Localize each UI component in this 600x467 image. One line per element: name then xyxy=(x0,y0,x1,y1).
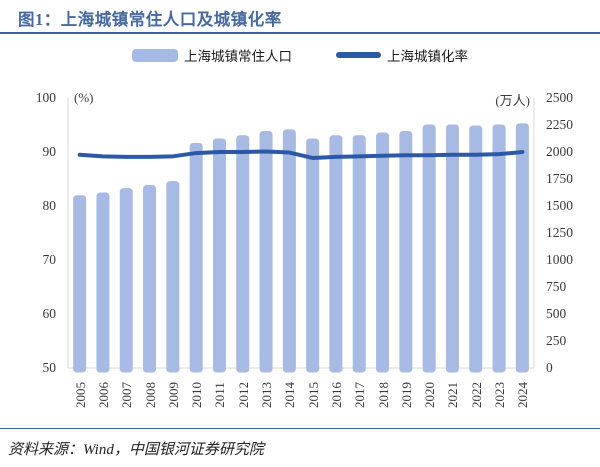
x-label-2016: 2016 xyxy=(328,382,344,408)
x-label-2006: 2006 xyxy=(95,382,111,408)
right-tick-1500: 1500 xyxy=(546,198,573,213)
bar-2005 xyxy=(73,195,87,373)
footer-divider xyxy=(0,428,600,429)
bar-2013 xyxy=(259,130,273,373)
bar-2015 xyxy=(306,138,320,373)
x-label-2020: 2020 xyxy=(422,382,438,408)
x-label-2005: 2005 xyxy=(72,382,88,408)
right-tick-1750: 1750 xyxy=(546,171,573,186)
figure-title: 图1：上海城镇常住人口及城镇化率 xyxy=(18,10,282,29)
x-label-2018: 2018 xyxy=(375,382,391,408)
chart-legend: 上海城镇常住人口 上海城镇化率 xyxy=(0,44,600,66)
x-label-2014: 2014 xyxy=(282,382,298,408)
right-tick-0: 0 xyxy=(546,360,553,375)
bar-2017 xyxy=(352,135,366,373)
x-label-2015: 2015 xyxy=(305,382,321,408)
x-label-2008: 2008 xyxy=(142,382,158,408)
left-axis-unit: (%) xyxy=(74,90,94,105)
left-tick-70: 70 xyxy=(42,252,57,267)
bar-2018 xyxy=(376,132,390,373)
right-tick-500: 500 xyxy=(546,306,567,321)
right-tick-1250: 1250 xyxy=(546,225,573,240)
x-label-2013: 2013 xyxy=(259,382,275,408)
bar-2011 xyxy=(212,138,226,373)
left-tick-100: 100 xyxy=(35,90,56,105)
right-tick-1000: 1000 xyxy=(546,252,573,267)
x-label-2009: 2009 xyxy=(165,382,181,408)
bar-2008 xyxy=(143,184,157,373)
left-tick-90: 90 xyxy=(42,144,57,159)
right-tick-2000: 2000 xyxy=(546,144,573,159)
left-tick-50: 50 xyxy=(42,360,57,375)
bar-2006 xyxy=(96,192,110,373)
x-label-2011: 2011 xyxy=(212,382,228,408)
legend-item-rate: 上海城镇化率 xyxy=(336,45,468,65)
bar-2014 xyxy=(282,129,296,373)
bar-2016 xyxy=(329,135,343,373)
left-tick-60: 60 xyxy=(42,306,57,321)
x-label-2019: 2019 xyxy=(398,382,414,408)
x-label-2024: 2024 xyxy=(515,382,531,408)
bar-2023 xyxy=(492,124,506,373)
legend-item-population: 上海城镇常住人口 xyxy=(132,45,292,65)
x-label-2012: 2012 xyxy=(235,382,251,408)
right-axis-unit: (万人) xyxy=(495,93,530,108)
right-tick-2250: 2250 xyxy=(546,117,573,132)
bar-2020 xyxy=(422,124,436,373)
right-tick-250: 250 xyxy=(546,333,567,348)
x-label-2021: 2021 xyxy=(445,382,461,408)
x-label-2010: 2010 xyxy=(189,382,205,408)
right-tick-750: 750 xyxy=(546,279,567,294)
bar-2010 xyxy=(189,142,203,373)
bar-2019 xyxy=(399,130,413,373)
source-note: 资料来源：Wind，中国银河证券研究院 xyxy=(8,442,264,458)
bar-2009 xyxy=(166,181,180,373)
bar-2024 xyxy=(515,123,529,373)
x-label-2022: 2022 xyxy=(468,382,484,408)
x-label-2017: 2017 xyxy=(352,382,368,408)
legend-line-label: 上海城镇化率 xyxy=(387,49,468,64)
right-tick-2500: 2500 xyxy=(546,90,573,105)
bar-2007 xyxy=(119,188,133,373)
legend-bar-label: 上海城镇常住人口 xyxy=(184,49,292,64)
urbanization-rate-line xyxy=(77,149,525,160)
left-tick-80: 80 xyxy=(42,198,57,213)
bar-2021 xyxy=(445,124,459,373)
bar-series-swatch-icon xyxy=(132,48,178,62)
bar-2012 xyxy=(236,135,250,373)
line-series-swatch-icon xyxy=(336,52,381,58)
title-divider xyxy=(0,32,600,34)
x-label-2023: 2023 xyxy=(492,382,508,408)
bar-2022 xyxy=(469,125,483,373)
x-label-2007: 2007 xyxy=(119,382,135,408)
